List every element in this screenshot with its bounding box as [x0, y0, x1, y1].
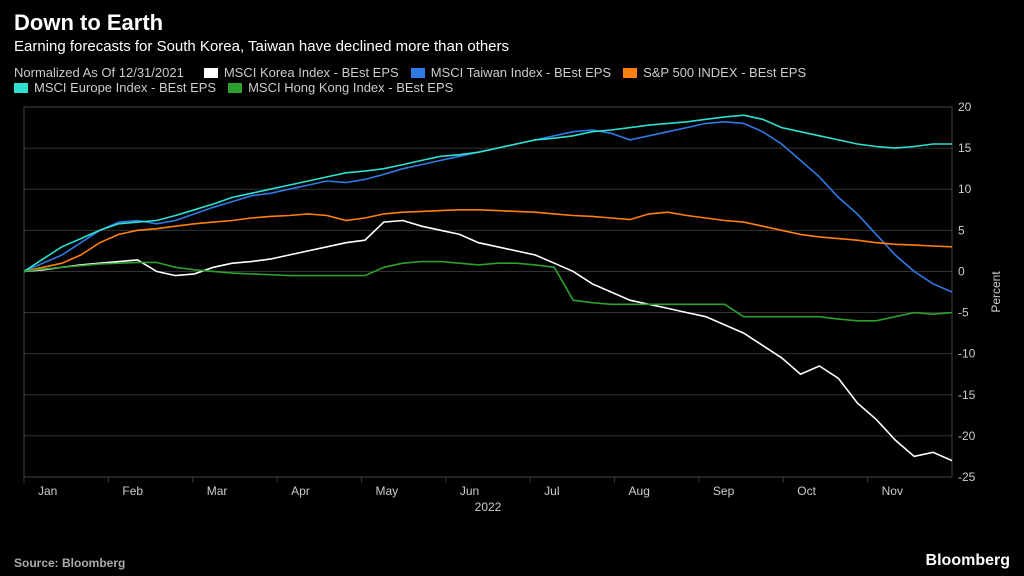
svg-text:-20: -20 — [958, 429, 976, 443]
legend-swatch — [14, 83, 28, 93]
svg-text:Apr: Apr — [291, 484, 310, 498]
chart-plot-area: -25 -20 -15 -10 -5 0 5 10 15 20 Percent Jan Feb Mar Ap… — [14, 101, 1010, 521]
chart-legend: Normalized As Of 12/31/2021 MSCI Korea I… — [0, 59, 1024, 97]
svg-text:Jul: Jul — [544, 484, 559, 498]
legend-swatch — [228, 83, 242, 93]
legend-row-2: MSCI Europe Index - BEst EPS MSCI Hong K… — [14, 80, 1010, 95]
chart-header: Down to Earth Earning forecasts for Sout… — [0, 0, 1024, 59]
chart-subtitle: Earning forecasts for South Korea, Taiwa… — [14, 38, 1010, 55]
svg-text:5: 5 — [958, 223, 965, 237]
svg-text:Sep: Sep — [713, 484, 735, 498]
svg-text:15: 15 — [958, 141, 972, 155]
legend-row-1: Normalized As Of 12/31/2021 MSCI Korea I… — [14, 65, 1010, 80]
brand-label: Bloomberg — [926, 552, 1010, 570]
legend-swatch — [623, 68, 637, 78]
legend-item: MSCI Taiwan Index - BEst EPS — [411, 65, 611, 80]
svg-text:Feb: Feb — [122, 484, 143, 498]
source-label: Source: Bloomberg — [14, 556, 125, 570]
chart-title: Down to Earth — [14, 10, 1010, 36]
svg-text:Aug: Aug — [629, 484, 650, 498]
legend-swatch — [204, 68, 218, 78]
svg-text:Jun: Jun — [460, 484, 479, 498]
svg-text:10: 10 — [958, 182, 972, 196]
svg-text:May: May — [375, 484, 398, 498]
svg-text:-5: -5 — [958, 306, 969, 320]
svg-text:20: 20 — [958, 101, 972, 114]
normalized-label: Normalized As Of 12/31/2021 — [14, 65, 184, 80]
svg-text:Percent: Percent — [989, 271, 1003, 313]
legend-item: MSCI Hong Kong Index - BEst EPS — [228, 80, 453, 95]
legend-item: MSCI Europe Index - BEst EPS — [14, 80, 216, 95]
legend-label: MSCI Taiwan Index - BEst EPS — [431, 65, 611, 80]
legend-label: MSCI Korea Index - BEst EPS — [224, 65, 399, 80]
svg-text:Mar: Mar — [207, 484, 228, 498]
svg-text:-10: -10 — [958, 347, 976, 361]
svg-text:0: 0 — [958, 264, 965, 278]
svg-text:Oct: Oct — [797, 484, 816, 498]
legend-label: MSCI Europe Index - BEst EPS — [34, 80, 216, 95]
legend-swatch — [411, 68, 425, 78]
legend-label: MSCI Hong Kong Index - BEst EPS — [248, 80, 453, 95]
svg-text:2022: 2022 — [475, 500, 502, 514]
legend-label: S&P 500 INDEX - BEst EPS — [643, 65, 806, 80]
chart-footer: Source: Bloomberg Bloomberg — [14, 552, 1010, 570]
legend-item: S&P 500 INDEX - BEst EPS — [623, 65, 806, 80]
svg-text:-15: -15 — [958, 388, 976, 402]
legend-item: MSCI Korea Index - BEst EPS — [204, 65, 399, 80]
svg-text:Jan: Jan — [38, 484, 57, 498]
svg-text:Nov: Nov — [882, 484, 903, 498]
chart-svg: -25 -20 -15 -10 -5 0 5 10 15 20 Percent Jan Feb Mar Ap… — [14, 101, 1010, 521]
svg-text:-25: -25 — [958, 470, 976, 484]
